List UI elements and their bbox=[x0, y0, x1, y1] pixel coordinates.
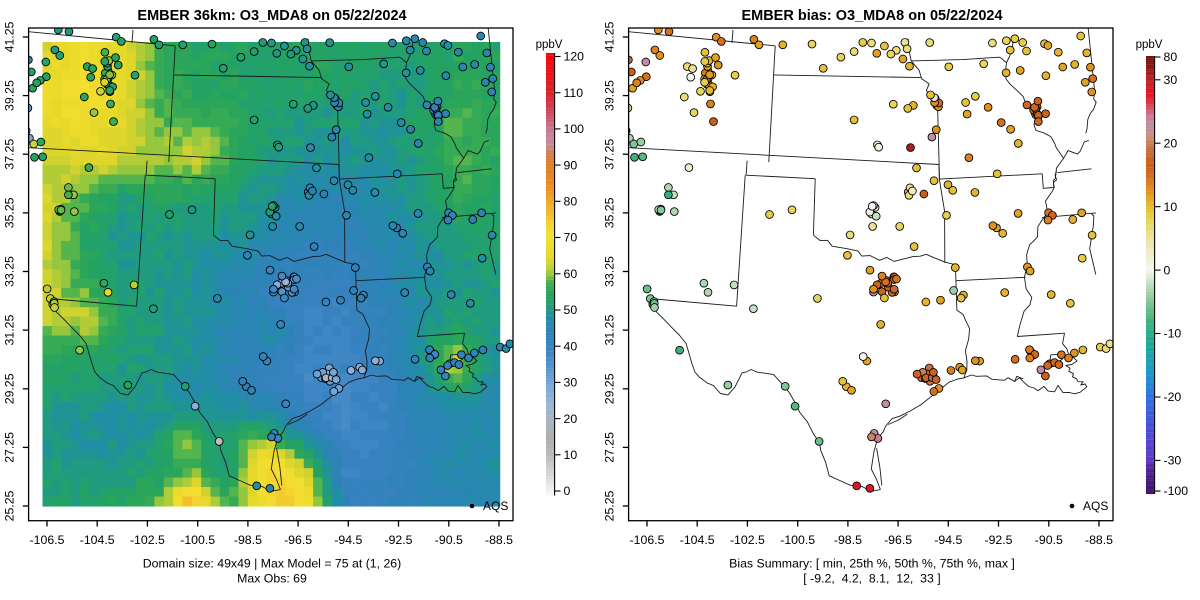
svg-text:20: 20 bbox=[564, 412, 578, 426]
svg-text:30: 30 bbox=[1164, 73, 1178, 87]
svg-text:-104.5: -104.5 bbox=[680, 533, 715, 547]
svg-text:31.25: 31.25 bbox=[2, 315, 16, 346]
svg-text:-98.5: -98.5 bbox=[834, 533, 862, 547]
svg-text:AQS: AQS bbox=[483, 499, 508, 513]
svg-text:20: 20 bbox=[1164, 136, 1178, 150]
svg-text:-20: -20 bbox=[1164, 390, 1182, 404]
svg-text:-90.5: -90.5 bbox=[435, 533, 463, 547]
svg-text:-96.5: -96.5 bbox=[284, 533, 312, 547]
svg-text:-104.5: -104.5 bbox=[80, 533, 115, 547]
svg-text:EMBER bias: O3_MDA8 on 05/22/2: EMBER bias: O3_MDA8 on 05/22/2024 bbox=[741, 8, 1002, 24]
svg-text:37.25: 37.25 bbox=[602, 139, 616, 170]
svg-text:-96.5: -96.5 bbox=[884, 533, 912, 547]
svg-text:37.25: 37.25 bbox=[2, 139, 16, 170]
svg-text:25.25: 25.25 bbox=[602, 490, 616, 521]
svg-text:EMBER 36km: O3_MDA8 on 05/22/2: EMBER 36km: O3_MDA8 on 05/22/2024 bbox=[137, 8, 406, 24]
svg-text:60: 60 bbox=[564, 267, 578, 281]
svg-text:25.25: 25.25 bbox=[2, 490, 16, 521]
svg-text:27.25: 27.25 bbox=[602, 432, 616, 463]
svg-text:-10: -10 bbox=[1164, 327, 1182, 341]
svg-text:ppbV: ppbV bbox=[1136, 39, 1163, 51]
svg-text:100: 100 bbox=[564, 122, 585, 136]
svg-text:Domain size: 49x49 | Max Model: Domain size: 49x49 | Max Model = 75 at (… bbox=[143, 557, 401, 571]
svg-text:29.25: 29.25 bbox=[602, 373, 616, 404]
svg-text:10: 10 bbox=[1164, 200, 1178, 214]
svg-text:-100.5: -100.5 bbox=[780, 533, 815, 547]
svg-text:Max Obs: 69: Max Obs: 69 bbox=[237, 571, 307, 585]
svg-text:-88.5: -88.5 bbox=[485, 533, 513, 547]
svg-text:-100: -100 bbox=[1164, 484, 1189, 498]
svg-text:80: 80 bbox=[1164, 50, 1178, 64]
svg-text:-102.5: -102.5 bbox=[130, 533, 165, 547]
svg-text:-90.5: -90.5 bbox=[1035, 533, 1063, 547]
svg-text:33.25: 33.25 bbox=[2, 256, 16, 287]
svg-text:30: 30 bbox=[564, 376, 578, 390]
svg-text:-92.5: -92.5 bbox=[984, 533, 1012, 547]
svg-text:-106.5: -106.5 bbox=[630, 533, 665, 547]
svg-text:40: 40 bbox=[564, 339, 578, 353]
svg-text:-100.5: -100.5 bbox=[180, 533, 215, 547]
svg-text:AQS: AQS bbox=[1083, 499, 1108, 513]
svg-text:0: 0 bbox=[564, 484, 571, 498]
svg-text:41.25: 41.25 bbox=[602, 21, 616, 52]
svg-text:0: 0 bbox=[1164, 263, 1171, 277]
svg-text:110: 110 bbox=[564, 86, 584, 100]
svg-text:-92.5: -92.5 bbox=[384, 533, 412, 547]
svg-text:41.25: 41.25 bbox=[2, 21, 16, 52]
svg-text:31.25: 31.25 bbox=[602, 315, 616, 346]
svg-text:35.25: 35.25 bbox=[602, 197, 616, 228]
svg-text:50: 50 bbox=[564, 303, 578, 317]
svg-text:35.25: 35.25 bbox=[2, 197, 16, 228]
svg-text:Bias Summary: [ min, 25th %, 5: Bias Summary: [ min, 25th %, 50th %, 75t… bbox=[729, 557, 1015, 571]
svg-text:-30: -30 bbox=[1164, 454, 1182, 468]
svg-text:-102.5: -102.5 bbox=[730, 533, 765, 547]
svg-text:39.25: 39.25 bbox=[2, 80, 16, 111]
svg-text:27.25: 27.25 bbox=[2, 432, 16, 463]
svg-text:-94.5: -94.5 bbox=[934, 533, 962, 547]
svg-text:-98.5: -98.5 bbox=[234, 533, 262, 547]
svg-text:-106.5: -106.5 bbox=[30, 533, 65, 547]
svg-text:29.25: 29.25 bbox=[2, 373, 16, 404]
svg-text:ppbV: ppbV bbox=[536, 39, 563, 51]
svg-text:33.25: 33.25 bbox=[602, 256, 616, 287]
svg-text:39.25: 39.25 bbox=[602, 80, 616, 111]
svg-text:70: 70 bbox=[564, 231, 578, 245]
svg-text:-94.5: -94.5 bbox=[334, 533, 362, 547]
svg-text:80: 80 bbox=[564, 195, 578, 209]
svg-text:[ -9.2, 4.2, 8.1, 12, 33 ]: [ -9.2, 4.2, 8.1, 12, 33 ] bbox=[803, 571, 940, 585]
svg-text:120: 120 bbox=[564, 50, 585, 64]
svg-text:10: 10 bbox=[564, 448, 578, 462]
svg-text:-88.5: -88.5 bbox=[1085, 533, 1113, 547]
svg-text:90: 90 bbox=[564, 158, 578, 172]
